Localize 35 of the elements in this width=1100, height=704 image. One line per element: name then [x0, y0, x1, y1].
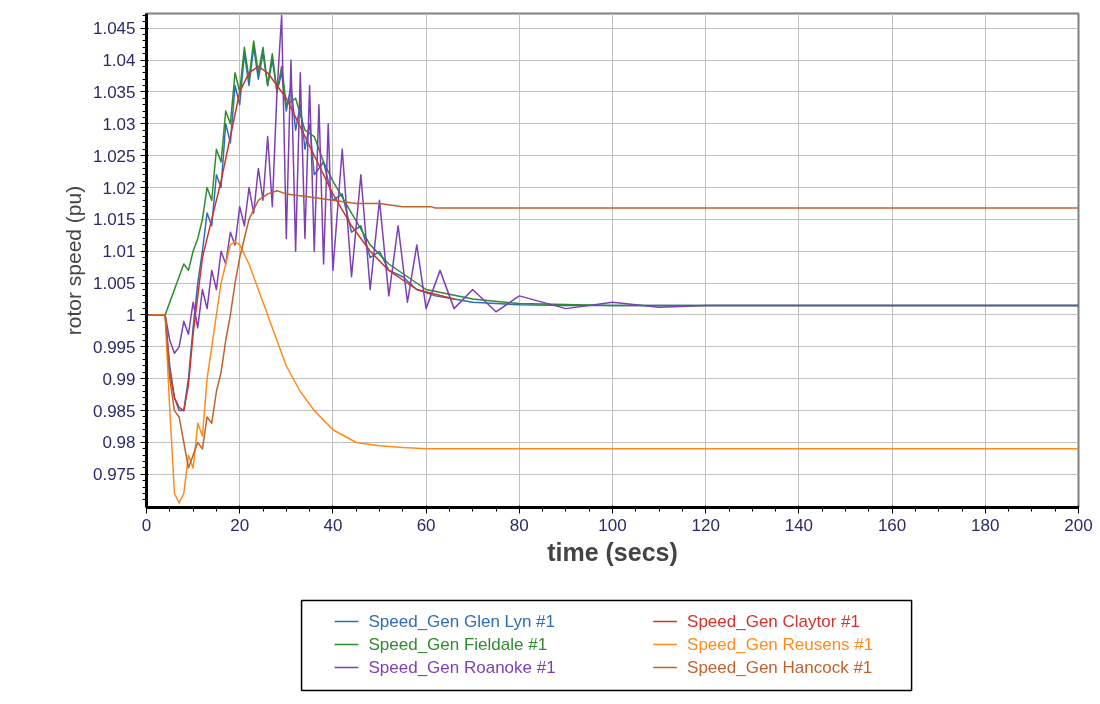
- y-tick-label: 0.975: [92, 465, 136, 485]
- x-tick-label: 0: [141, 515, 152, 535]
- x-tick-label: 20: [230, 515, 250, 535]
- y-tick-label: 1.015: [92, 210, 136, 230]
- y-tick-label: 1.025: [92, 146, 136, 166]
- x-tick-label: 160: [877, 515, 907, 535]
- x-tick-label: 100: [598, 515, 627, 535]
- y-axis-title: rotor speed (pu): [61, 185, 85, 336]
- y-tick-label: 0.995: [92, 337, 136, 357]
- y-tick-label: 1.03: [102, 114, 136, 134]
- x-tick-label: 140: [784, 515, 814, 535]
- y-tick-label: 1.01: [102, 242, 136, 262]
- legend-label: Speed_Gen Claytor #1: [687, 612, 861, 631]
- y-tick-label: 1.005: [92, 274, 136, 294]
- x-tick-label: 40: [323, 515, 343, 535]
- y-tick-label: 1.035: [92, 82, 136, 102]
- x-tick-label: 180: [971, 515, 1000, 535]
- legend-label: Speed_Gen Roanoke #1: [368, 658, 556, 677]
- y-tick-label: 1.045: [92, 19, 136, 39]
- x-tick-label: 80: [509, 515, 529, 535]
- x-axis-title: time (secs): [547, 537, 678, 566]
- legend-label: Speed_Gen Glen Lyn #1: [368, 612, 555, 631]
- y-tick-label: 1.04: [102, 51, 136, 71]
- x-tick-label: 60: [416, 515, 436, 535]
- x-tick-label: 120: [691, 515, 720, 535]
- legend-label: Speed_Gen Fieldale #1: [368, 635, 548, 654]
- line-series: [146, 189, 1079, 469]
- x-tick-label: 200: [1064, 515, 1093, 535]
- y-tick-label: 0.985: [92, 401, 136, 421]
- y-tick-label: 0.98: [102, 433, 136, 453]
- legend-label: Speed_Gen Hancock #1: [687, 658, 873, 677]
- y-tick-label: 0.99: [102, 369, 136, 389]
- y-tick-label: 1: [126, 306, 136, 325]
- y-tick-label: 1.02: [102, 178, 136, 198]
- legend-label: Speed_Gen Reusens #1: [687, 635, 874, 654]
